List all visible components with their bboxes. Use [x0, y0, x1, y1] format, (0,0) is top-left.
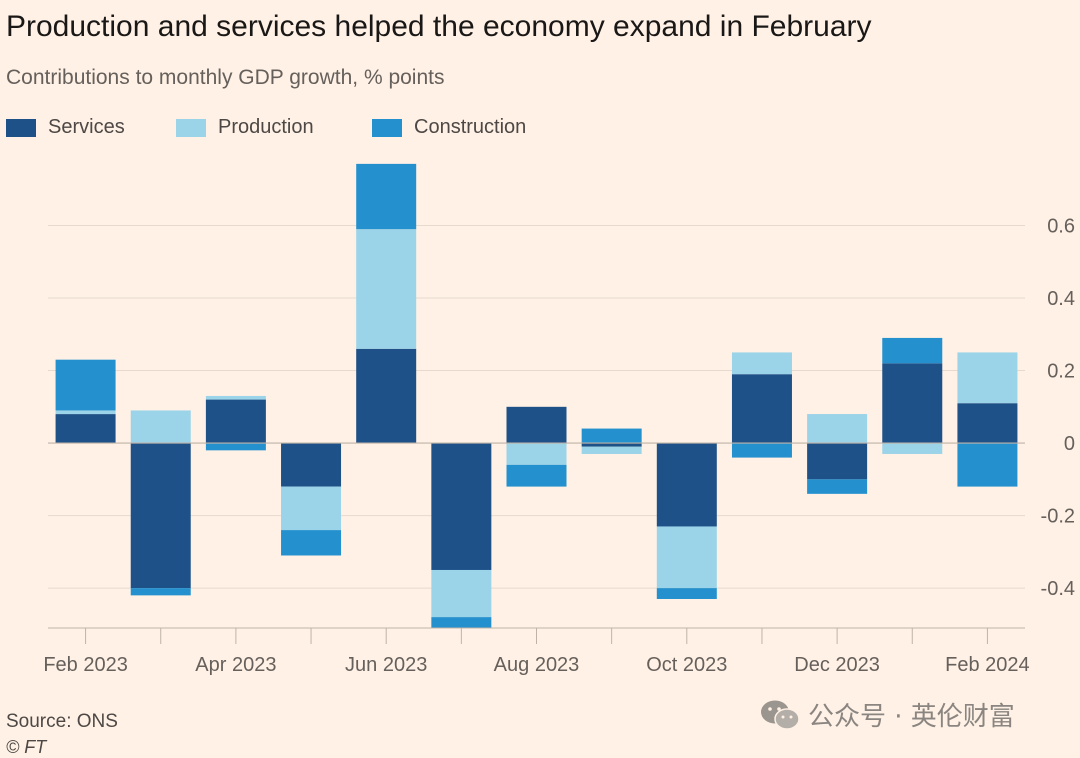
bar-construction [205, 443, 266, 451]
bar-services [431, 443, 492, 570]
bar-construction [130, 588, 191, 596]
bar-construction [55, 359, 116, 411]
y-tick-label: 0.6 [1047, 216, 1075, 238]
bar-production [581, 446, 642, 454]
bar-construction [506, 464, 567, 487]
x-tick-label: Aug 2023 [494, 654, 580, 676]
bar-construction [581, 428, 642, 444]
x-tick-label: Feb 2024 [945, 654, 1030, 676]
chart-title: Production and services helped the econo… [6, 10, 872, 43]
bar-production [55, 410, 116, 415]
bar-construction [281, 530, 342, 556]
bar-services [656, 443, 717, 527]
bar-production [731, 352, 792, 375]
bar-production [882, 443, 943, 454]
bar-construction [882, 337, 943, 364]
legend-item-services: Services [6, 116, 125, 139]
bar-services [807, 443, 868, 480]
bar-services [957, 403, 1018, 444]
legend-item-production: Production [176, 116, 314, 139]
y-tick-label: -0.2 [1041, 506, 1075, 528]
watermark-text: 公众号 · 英伦财富 [808, 702, 1015, 732]
chart-subtitle: Contributions to monthly GDP growth, % p… [6, 66, 445, 89]
source-note: Source: ONS [6, 711, 118, 732]
y-tick-label: 0.4 [1047, 288, 1075, 310]
legend-label-services: Services [48, 116, 125, 138]
bar-construction [957, 443, 1018, 487]
x-tick-label: Apr 2023 [195, 654, 276, 676]
y-tick-label: -0.4 [1041, 578, 1075, 600]
bar-production [130, 410, 191, 444]
bar-production [431, 569, 492, 618]
bar-services [581, 443, 642, 447]
x-tick-label: Jun 2023 [345, 654, 427, 676]
legend-item-construction: Construction [372, 116, 526, 139]
legend-label-construction: Construction [414, 116, 527, 138]
gridlines [48, 225, 1025, 589]
axes: 0.6 0.4 0.2 0 -0.2 -0.4 Feb 2023 Apr 2023 Jun 20… [43, 216, 1075, 676]
x-tick-label: Feb 2023 [43, 654, 128, 676]
bar-production [281, 486, 342, 531]
copyright-note: © FT [6, 737, 47, 757]
bar-services [205, 399, 266, 444]
wechat-icon [761, 700, 800, 730]
bar-construction [807, 479, 868, 494]
chart-plot-area: 0.6 0.4 0.2 0 -0.2 -0.4 Feb 2023 Apr 2023 Jun 20… [43, 163, 1075, 676]
bar-production [957, 352, 1018, 404]
bar-services [356, 348, 417, 444]
watermark: 公众号 · 英伦财富 [760, 696, 1015, 733]
bar-production [807, 414, 868, 444]
bar-construction [731, 443, 792, 458]
bar-services [731, 374, 792, 444]
y-tick-label: 0 [1064, 433, 1075, 455]
bar-services [55, 414, 116, 444]
legend-swatch-production [176, 118, 206, 137]
bar-construction [431, 617, 492, 628]
y-tick-label: 0.2 [1047, 361, 1075, 383]
x-tick-label: Dec 2023 [794, 654, 880, 676]
bar-construction [656, 588, 717, 599]
bar-services [130, 443, 191, 589]
bar-production [506, 443, 567, 465]
legend-swatch-services [6, 118, 36, 137]
bar-services [882, 363, 943, 444]
bar-construction [356, 163, 417, 230]
bar-production [356, 229, 417, 349]
bar-services [281, 443, 342, 487]
legend-swatch-construction [372, 118, 402, 137]
x-tick-label: Oct 2023 [646, 654, 727, 676]
bars [55, 163, 1018, 628]
legend-label-production: Production [218, 116, 314, 138]
bar-services [506, 406, 567, 444]
bar-production [656, 526, 717, 589]
bar-production [205, 395, 266, 400]
